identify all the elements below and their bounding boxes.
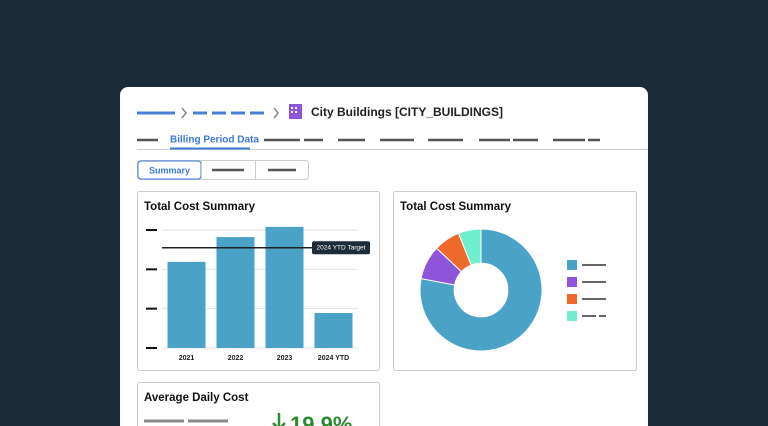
bar	[314, 312, 353, 348]
bar	[265, 226, 304, 348]
kpi-change: 19.9%	[290, 412, 352, 426]
legend-swatch	[567, 294, 577, 304]
legend-swatch	[567, 277, 577, 287]
segment-label[interactable]: Summary	[149, 165, 190, 175]
bar	[216, 237, 255, 348]
bar	[167, 261, 206, 348]
target-label: 2024 YTD Target	[317, 244, 366, 251]
panel-title: Total Cost Summary	[144, 201, 256, 213]
chevron	[273, 107, 279, 119]
legend-swatch	[567, 311, 577, 321]
active-tab[interactable]: Billing Period Data	[170, 135, 259, 146]
x-tick-label: 2022	[228, 355, 244, 362]
donut-slice	[419, 228, 543, 352]
x-tick-label: 2021	[179, 355, 195, 362]
building-icon	[289, 104, 302, 119]
x-tick-label: 2023	[277, 355, 293, 362]
page-title: City Buildings [CITY_BUILDINGS]	[311, 105, 503, 119]
donut-slice	[457, 228, 482, 266]
down-arrow	[272, 413, 286, 426]
panel	[137, 382, 380, 426]
chevron	[181, 107, 187, 119]
panel-title: Total Cost Summary	[400, 201, 512, 213]
legend-swatch	[567, 260, 577, 270]
panel-title: Average Daily Cost	[144, 392, 249, 404]
target-badge	[312, 241, 370, 255]
x-tick-label: 2024 YTD	[318, 355, 349, 362]
